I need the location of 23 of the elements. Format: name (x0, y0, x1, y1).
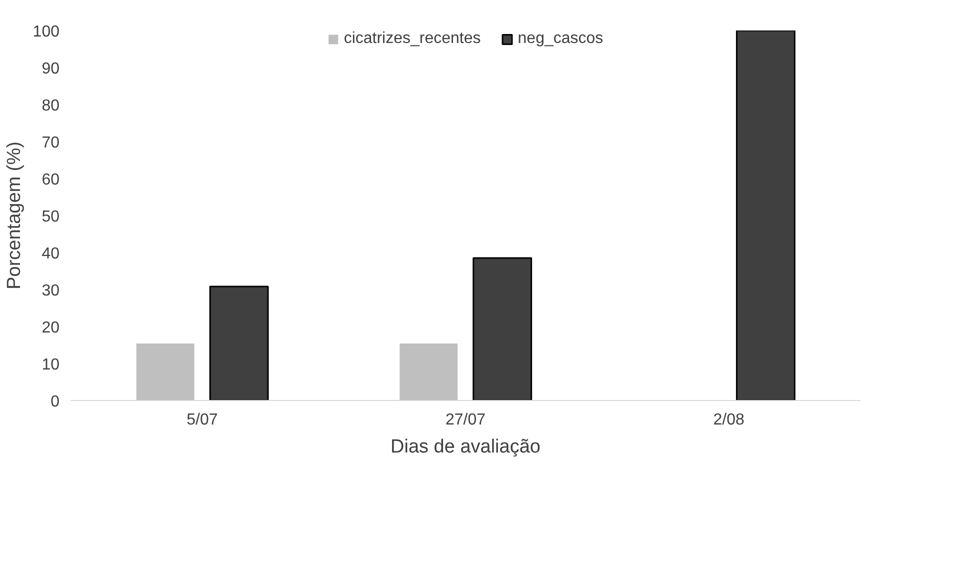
y-tick-label: 60 (42, 172, 60, 188)
legend-label: cicatrizes_recentes (344, 30, 481, 48)
bar (472, 257, 532, 400)
bar (736, 30, 796, 400)
y-tick-label: 90 (42, 60, 60, 78)
bar (209, 286, 269, 400)
y-tick-label: 50 (42, 208, 60, 226)
y-tick-label: 20 (42, 320, 60, 336)
y-tick-label: 100 (32, 24, 60, 40)
y-tick-label: 30 (42, 282, 60, 300)
y-tick-label: 0 (50, 394, 60, 410)
y-tick-label: 70 (42, 134, 60, 152)
y-tick-label: 40 (42, 246, 60, 262)
x-tick-label: 2/08 (713, 412, 745, 428)
legend-label: neg_cascos (518, 30, 604, 48)
y-tick-label: 10 (42, 356, 60, 374)
x-tick-label: 27/07 (445, 412, 486, 428)
y-axis-title: Porcentagem (%) (4, 142, 25, 290)
y-tick-label: 80 (42, 98, 60, 114)
bar (400, 344, 458, 400)
bar (136, 344, 194, 400)
x-tick-label: 5/07 (186, 412, 218, 428)
x-axis-title: Dias de avaliação (390, 436, 540, 458)
